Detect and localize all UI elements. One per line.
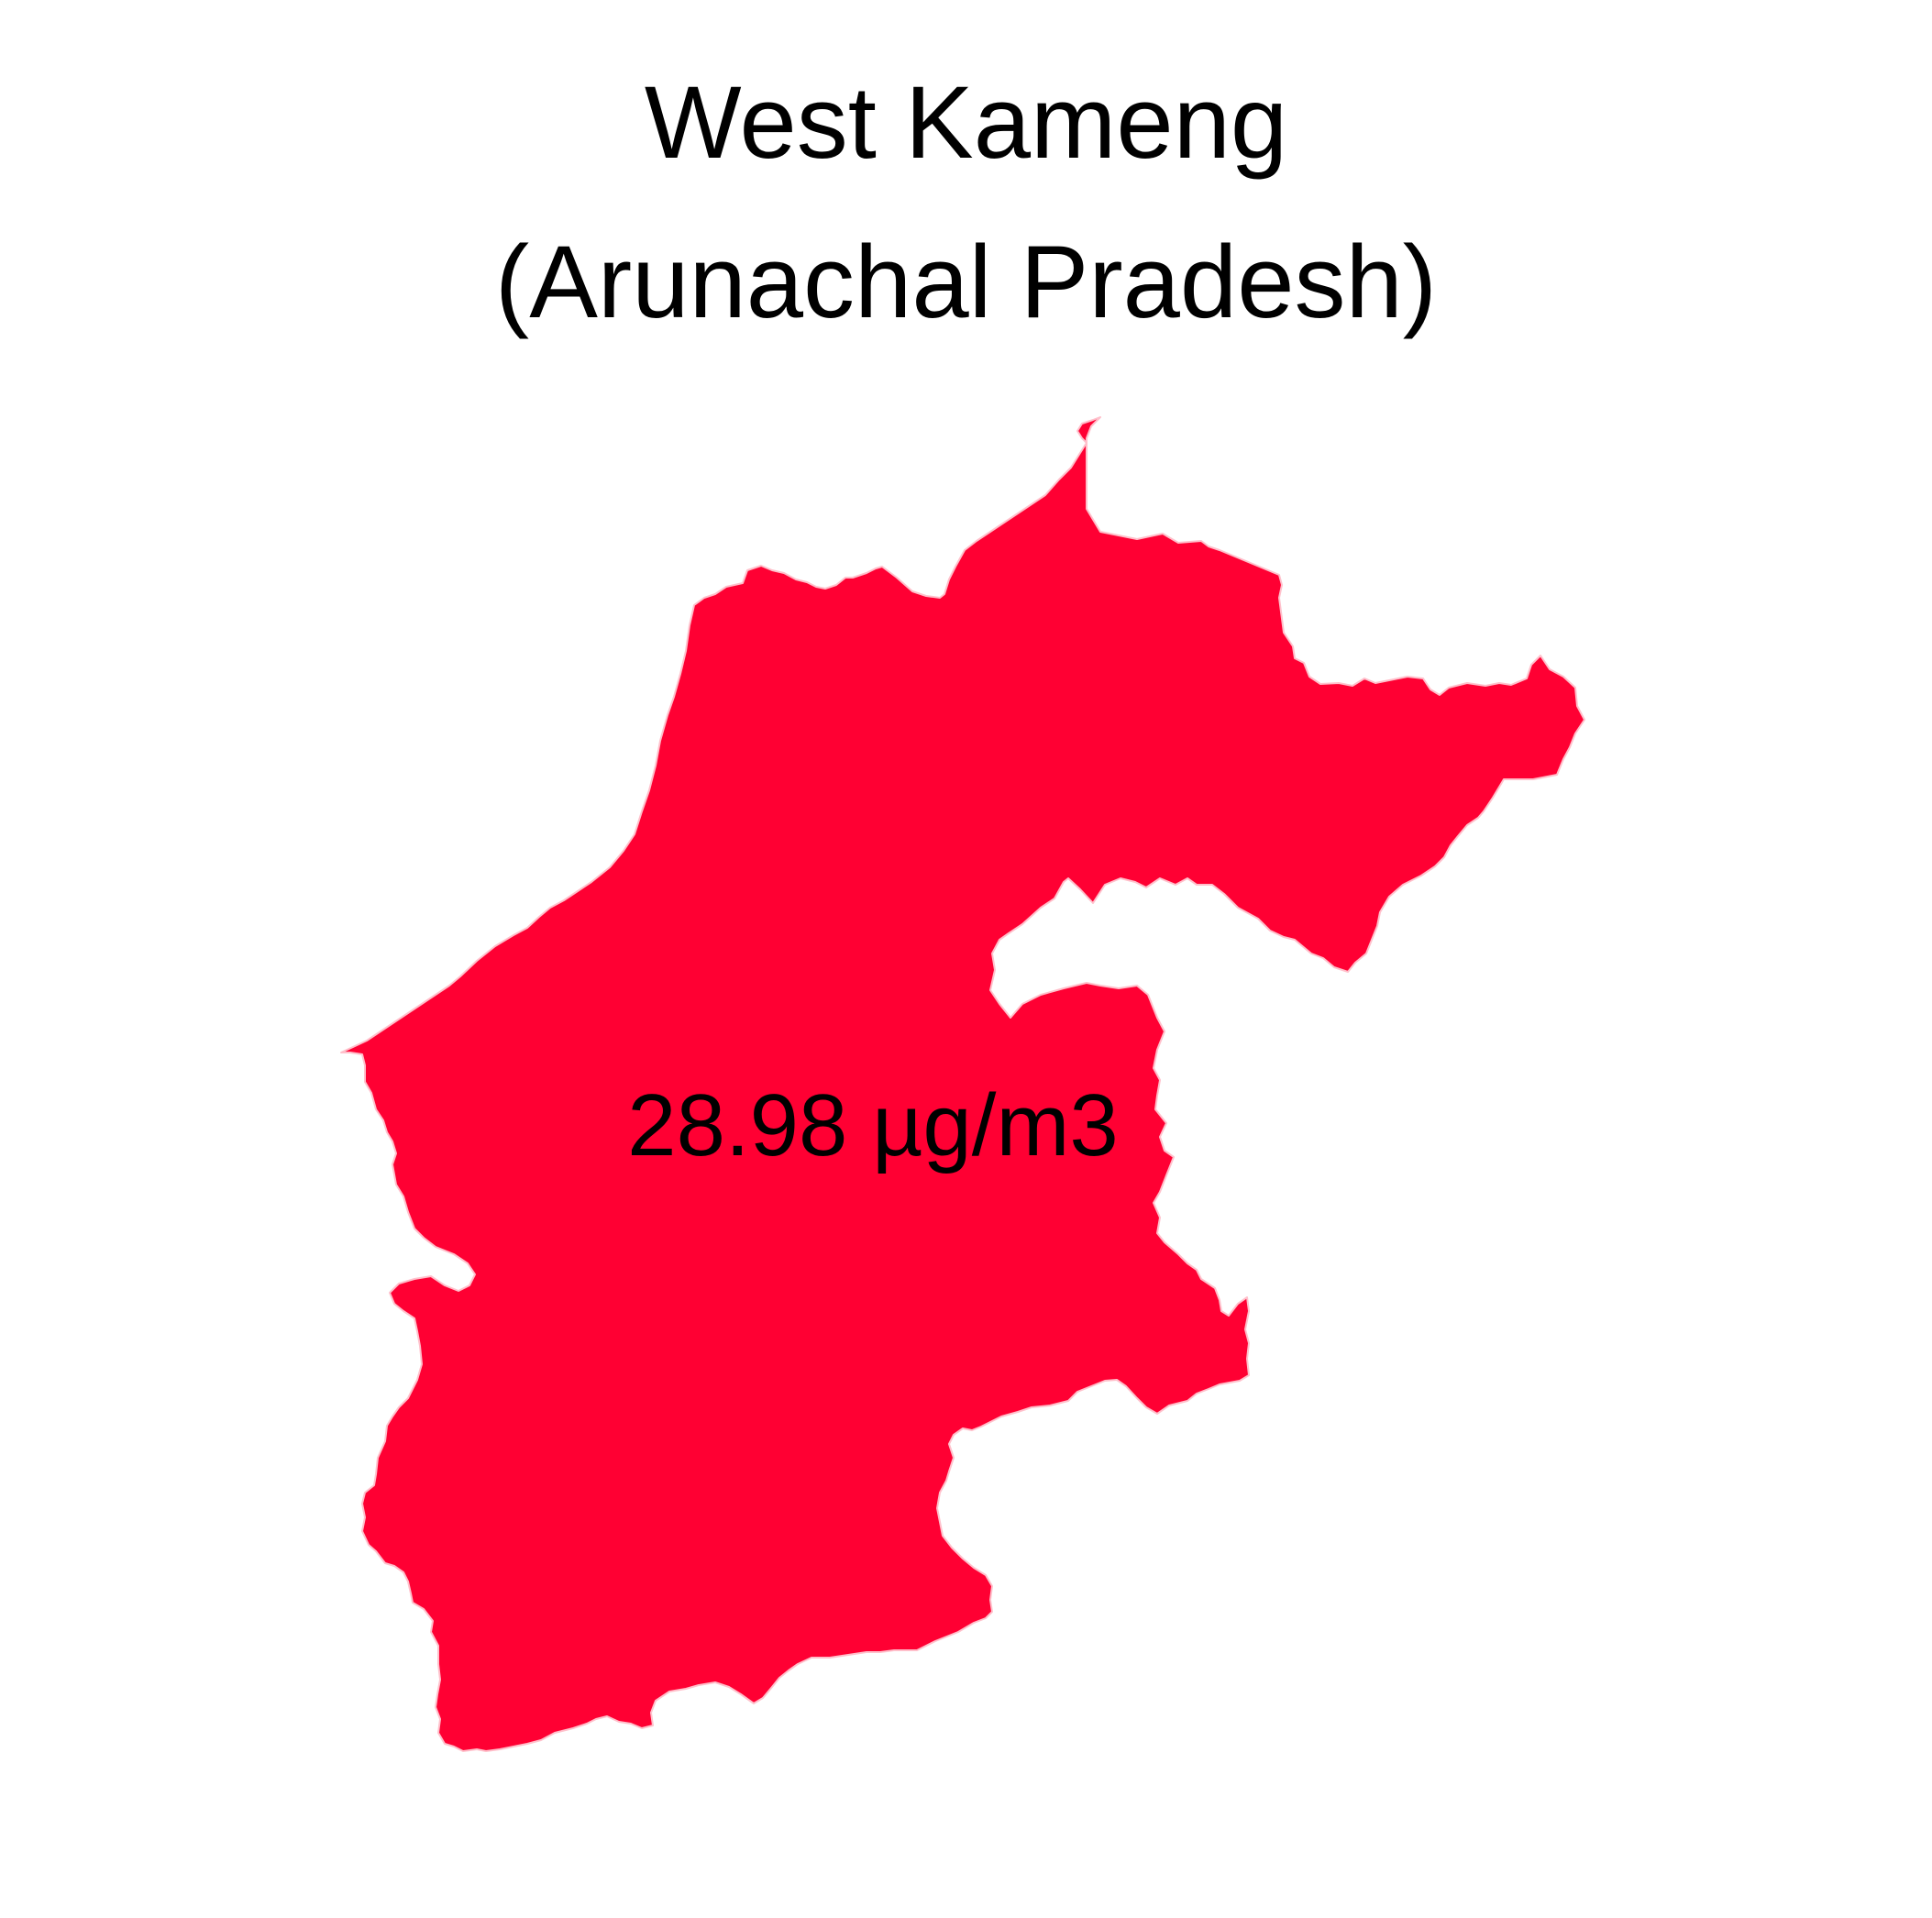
district-shape-west-kameng (340, 416, 1585, 1752)
region-value-label: 28.98 µg/m3 (627, 1076, 1119, 1174)
map-title-line1: West Kameng (644, 65, 1288, 180)
map-title-line2: (Arunachal Pradesh) (494, 225, 1438, 339)
